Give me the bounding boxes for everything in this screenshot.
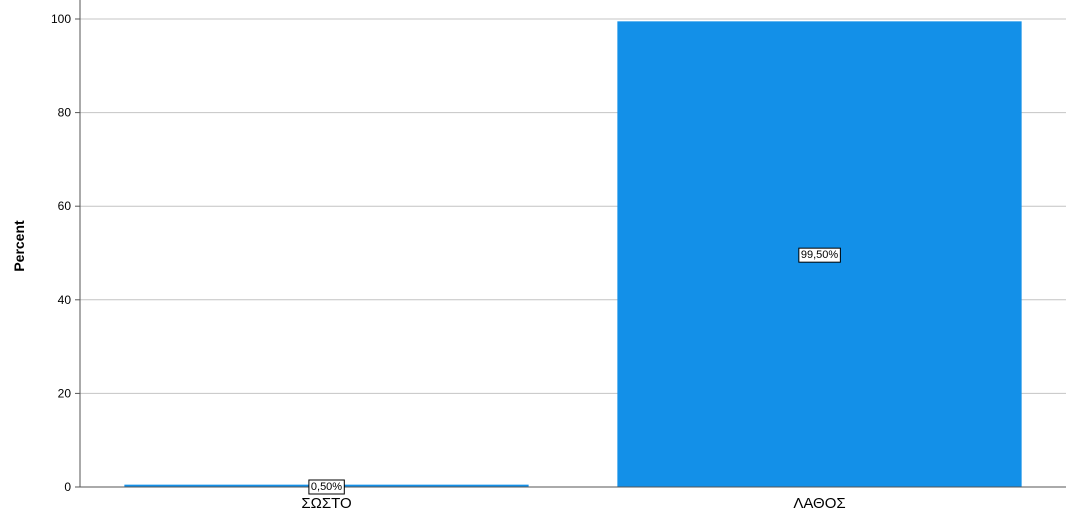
y-tick-label: 80 xyxy=(58,106,72,120)
x-category-labels: ΣΩΣΤΟ ΛΑΘΟΣ xyxy=(301,495,845,512)
x-category-label: ΣΩΣΤΟ xyxy=(301,495,351,512)
data-label-text: 0,50% xyxy=(311,481,342,493)
y-tick-label: 100 xyxy=(51,12,71,26)
data-label-box xyxy=(798,247,841,263)
y-tick-label: 40 xyxy=(58,293,72,307)
y-tick-label: 20 xyxy=(58,386,72,400)
data-label-2: 99,50% xyxy=(798,247,841,263)
bars xyxy=(124,21,1022,488)
data-label-box xyxy=(308,479,345,495)
data-label-text: 99,50% xyxy=(801,249,839,261)
x-category-label: ΛΑΘΟΣ xyxy=(793,495,845,512)
axes xyxy=(79,0,1066,488)
y-tick-label: 0 xyxy=(64,480,71,494)
y-axis-title: Percent xyxy=(11,220,27,272)
y-tick-labels: 0 20 40 60 80 100 xyxy=(51,12,80,494)
data-label-1: 0,50% xyxy=(308,479,345,495)
data-labels: 0,50% 99,50% xyxy=(308,247,841,495)
y-tick-label: 60 xyxy=(58,199,72,213)
